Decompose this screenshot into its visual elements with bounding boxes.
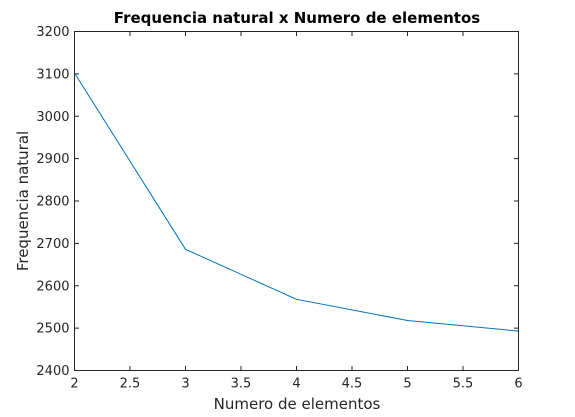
- chart-title: Frequencia natural x Numero de elementos: [114, 9, 480, 27]
- x-tick-label: 3.5: [231, 377, 252, 392]
- y-tick-label: 2500: [36, 322, 69, 337]
- y-tick-label: 3000: [36, 110, 69, 125]
- y-tick-label: 2800: [36, 195, 69, 210]
- data-point: [295, 298, 298, 300]
- x-tick-label: 4: [292, 377, 300, 392]
- axis-ticks: 2 2.5 3 3.5 4 4.5 5 5.5 6 2400 2500 2600 2700 2800 290…: [36, 25, 522, 392]
- plot-frame: [74, 31, 519, 371]
- x-tick-label: 5: [403, 377, 411, 392]
- plot-background: [74, 31, 519, 371]
- x-tick-label: 2.5: [120, 377, 141, 392]
- y-tick-label: 2900: [36, 152, 69, 167]
- x-axis-label: Numero de elementos: [214, 395, 381, 413]
- y-tick-label: 3200: [36, 25, 69, 40]
- data-point: [406, 319, 409, 322]
- y-axis-label: Frequencia natural: [14, 131, 32, 271]
- y-tick-label: 2400: [36, 364, 69, 379]
- y-tick-label: 2600: [36, 279, 69, 294]
- y-tick-label: 2700: [36, 237, 69, 252]
- data-point: [184, 248, 187, 250]
- x-tick-label: 6: [514, 377, 522, 392]
- x-tick-label: 4.5: [342, 377, 363, 392]
- x-tick-label: 3: [181, 377, 189, 392]
- x-tick-label: 5.5: [453, 377, 474, 392]
- y-tick-label: 3100: [36, 67, 69, 82]
- x-tick-label: 2: [70, 377, 78, 392]
